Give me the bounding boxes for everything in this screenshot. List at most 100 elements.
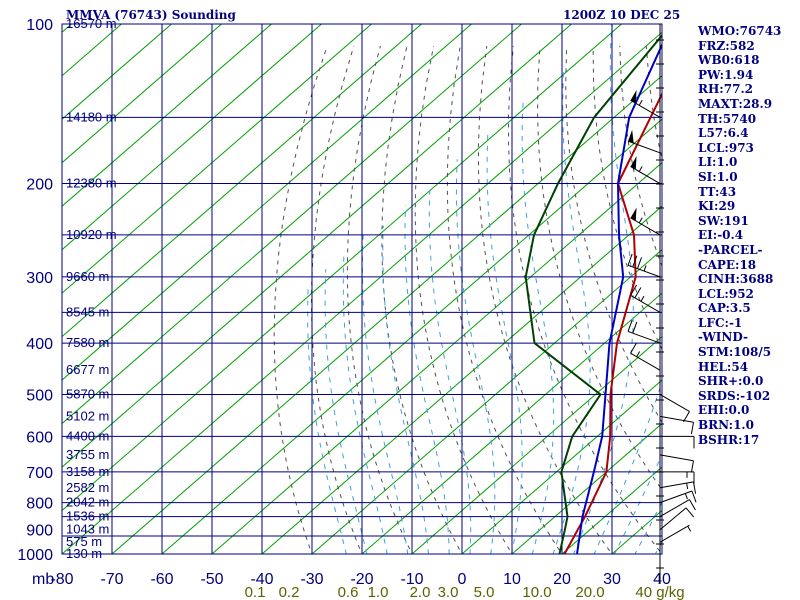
pressure-unit-label: mb — [32, 571, 54, 588]
isotherm-line — [62, 31, 662, 554]
index-item: SHR+:0.0 — [698, 374, 764, 389]
pressure-tick-label: 900 — [26, 523, 53, 540]
isotherm-line — [211, 162, 662, 554]
index-item: LCL:952 — [698, 286, 754, 301]
index-item: KI:29 — [698, 199, 736, 214]
temp-tick-label: -40 — [250, 571, 273, 588]
wind-barb — [659, 524, 692, 543]
temp-tick-label: -30 — [300, 571, 323, 588]
isotherm-line — [62, 24, 322, 251]
wind-barb-shaft — [630, 217, 661, 236]
index-item: RH:77.2 — [698, 82, 753, 97]
index-item: SRDS:-102 — [698, 388, 771, 403]
mixing-ratio-label: 1.0 — [368, 584, 389, 600]
wind-barb-flag — [685, 507, 695, 518]
wind-barb-pennant — [628, 129, 634, 144]
index-item: LI:1.0 — [698, 155, 738, 170]
pressure-tick-label: 700 — [26, 465, 53, 482]
wind-barb — [627, 129, 661, 154]
dry-adiabat — [592, 45, 662, 351]
wind-barb-flag — [630, 284, 637, 296]
pressure-tick-label: 500 — [26, 387, 53, 404]
dry-adiabat — [779, 46, 800, 565]
pressure-tick-label: 600 — [26, 429, 53, 446]
temp-tick-label: -60 — [150, 571, 173, 588]
wind-barb-shaft — [627, 330, 661, 344]
index-item: TT:43 — [698, 184, 737, 199]
temp-tick-label: -80 — [50, 571, 73, 588]
index-item: STM:108/5 — [698, 345, 772, 360]
wind-barb-flag — [691, 490, 697, 503]
wind-barb-shaft — [659, 524, 690, 543]
wind-barb-shaft — [659, 507, 687, 531]
index-item: L57:6.4 — [698, 126, 749, 141]
wind-barb — [659, 507, 695, 531]
pressure-tick-label: 1000 — [17, 547, 53, 564]
wind-barb-flag — [689, 499, 696, 511]
dry-adiabat — [414, 45, 513, 554]
isotherm-line — [361, 292, 662, 554]
isotherm-line — [411, 335, 662, 554]
wind-barb — [630, 89, 661, 118]
isotherm-line — [62, 24, 522, 425]
index-item: WB0:618 — [698, 53, 760, 68]
height-label: 130 m — [66, 546, 102, 561]
height-label: 10920 m — [66, 227, 117, 242]
isotherm-line — [62, 24, 472, 381]
wind-barb-shaft — [630, 166, 661, 184]
pressure-tick-label: 100 — [26, 17, 53, 34]
height-label: 1536 m — [66, 509, 109, 524]
index-item: BRN:1.0 — [698, 418, 754, 433]
mixing-ratio-label: 5.0 — [474, 584, 495, 600]
wind-barb-flag — [630, 342, 637, 354]
wind-barb-pennant — [630, 207, 637, 221]
wind-barb-flag — [690, 460, 694, 473]
height-label: 6677 m — [66, 362, 109, 377]
wind-barb-halfflag — [640, 295, 645, 302]
isotherm-line — [62, 24, 372, 294]
moist-adiabat — [428, 183, 472, 554]
height-label: 7580 m — [66, 335, 109, 350]
wind-barb-halfflag — [643, 265, 647, 272]
wind-barb — [627, 320, 661, 344]
wind-barb — [659, 454, 694, 473]
wind-barb-halfflag — [638, 217, 643, 224]
wind-barb-halfflag — [638, 166, 643, 172]
wind-barb-flag — [634, 287, 642, 299]
dry-adiabat — [446, 45, 563, 554]
wind-barb-flag — [632, 255, 638, 268]
isotherm-line — [62, 24, 172, 120]
index-item: LFC:-1 — [698, 315, 743, 330]
height-label: 9660 m — [66, 269, 109, 284]
wind-barb — [630, 156, 661, 184]
index-item: PW:1.94 — [698, 67, 754, 82]
moist-adiabat — [342, 252, 388, 554]
wind-barb-halfflag — [684, 493, 688, 500]
index-item: CAP:3.5 — [698, 301, 751, 316]
isotherm-line — [261, 205, 662, 554]
dry-adiabat — [273, 45, 328, 554]
stability-indices-panel: WMO:76743 FRZ:582 WB0:618 PW:1.94 RH:77.2 MAX… — [698, 24, 781, 447]
temp-tick-label: 30 — [603, 571, 621, 588]
height-label: 12380 m — [66, 176, 117, 191]
moist-adiabat — [382, 225, 429, 554]
wind-barb-shaft — [630, 99, 661, 118]
isotherm-line — [62, 24, 572, 468]
index-item: MAXT:28.9 — [698, 96, 773, 111]
mixing-ratio-label: 0.2 — [279, 584, 300, 600]
dry-adiabat — [507, 45, 662, 554]
wind-barb-halfflag — [636, 351, 641, 357]
wind-barb-flag — [692, 481, 697, 494]
wind-barb-shaft — [630, 294, 661, 313]
wind-barb — [630, 342, 661, 371]
wind-barb — [660, 435, 695, 449]
isotherm-line — [511, 422, 662, 554]
index-item: FRZ:582 — [698, 38, 755, 53]
temp-tick-label: -50 — [200, 571, 223, 588]
wind-barb-shaft — [659, 394, 690, 412]
index-item: CINH:3688 — [698, 272, 774, 287]
index-item: CAPE:18 — [698, 257, 757, 272]
wind-barb-pennant — [630, 156, 637, 170]
wind-barb — [630, 207, 661, 236]
series-line-temperature — [563, 91, 662, 554]
